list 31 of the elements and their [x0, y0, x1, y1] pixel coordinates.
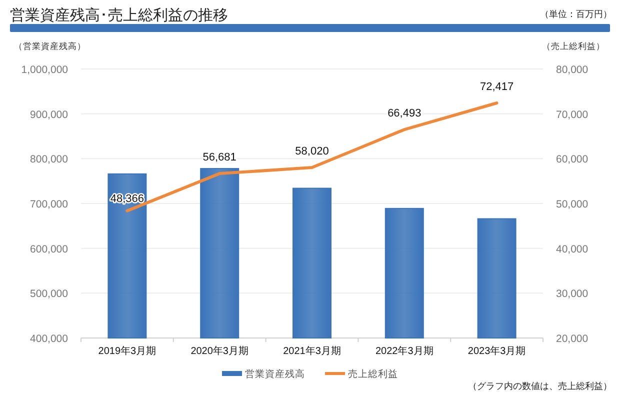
y2-tick-label: 40,000	[556, 243, 588, 256]
y2-axis-title: （売上総利益）	[542, 41, 605, 51]
legend-label: 営業資産残高	[245, 368, 305, 380]
y2-tick-label: 30,000	[556, 288, 588, 300]
x-tick-label: 2023年3月期	[468, 345, 526, 357]
y-tick-label: 700,000	[30, 198, 68, 210]
y2-tick-label: 50,000	[556, 198, 588, 210]
text: （グラフ内の数値は、売上総利益）	[468, 381, 612, 391]
data-label: 58,020	[295, 146, 329, 158]
text: （単位：百万円）	[540, 9, 612, 19]
legend-label: 売上総利益	[348, 368, 398, 380]
x-tick-label: 2021年3月期	[283, 345, 341, 357]
chart-title: 営業資産残高･売上総利益の推移	[10, 7, 228, 24]
data-label: 72,417	[480, 80, 514, 93]
data-label: 48,366	[110, 192, 144, 205]
x-tick-label: 2022年3月期	[375, 345, 434, 357]
y2-tick-label: 80,000	[556, 64, 588, 76]
y-tick-label: 1,000,000	[21, 64, 68, 76]
y2-tick-label: 60,000	[556, 154, 588, 166]
x-tick-label: 2019年3月期	[98, 345, 156, 357]
y2-tick-label: 70,000	[556, 108, 588, 121]
y-tick-label: 900,000	[30, 108, 68, 121]
y-tick-label: 400,000	[30, 333, 68, 345]
y-tick-label: 500,000	[30, 288, 68, 300]
y-tick-label: 800,000	[30, 154, 68, 166]
data-label: 66,493	[388, 108, 422, 120]
x-tick-label: 2020年3月期	[190, 345, 249, 357]
y-axis-title: （営業資産残高）	[14, 41, 86, 51]
y2-tick-label: 20,000	[556, 333, 588, 345]
data-label: 56,681	[202, 152, 236, 164]
y-tick-label: 600,000	[30, 243, 68, 256]
